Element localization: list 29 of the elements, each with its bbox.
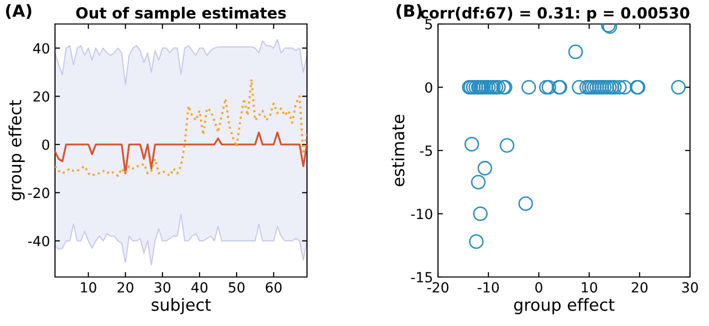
y-tick-label: -10: [411, 208, 432, 220]
x-tick-label: 20: [632, 282, 648, 293]
y-tick-label: -5: [420, 146, 432, 156]
x-tick-label: 30: [154, 282, 170, 293]
x-axis-title: subject: [152, 298, 211, 314]
x-tick-label: 20: [118, 282, 134, 293]
x-tick-label: -10: [478, 282, 499, 293]
x-tick-label: 0: [535, 282, 542, 293]
x-axis-title: group effect: [514, 298, 614, 314]
x-tick-label: 10: [582, 282, 598, 293]
text: (B): [396, 4, 422, 19]
y-tick-label: 20: [33, 91, 50, 102]
chart-title: corr(df:67) = 0.31: p = 0.00530: [420, 6, 690, 22]
y-tick-label: 40: [33, 43, 50, 54]
y-axis-title: group effect: [8, 100, 25, 200]
y-tick-label: 0: [425, 82, 432, 93]
chart-title: Out of sample estimates: [76, 6, 286, 22]
x-tick-label: 10: [81, 282, 96, 293]
y-axis-title: estimate: [392, 114, 404, 186]
y-tick-label: -20: [28, 188, 50, 198]
x-tick-label: 30: [682, 282, 698, 293]
y-tick-label: -40: [28, 236, 50, 246]
text: (A): [6, 4, 32, 19]
x-tick-label: 40: [191, 282, 208, 293]
y-tick-label: 5: [425, 19, 432, 30]
y-tick-label: -15: [411, 272, 432, 282]
y-tick-label: 0: [42, 139, 50, 150]
x-tick-label: 60: [266, 282, 282, 293]
x-tick-label: 50: [228, 282, 244, 293]
